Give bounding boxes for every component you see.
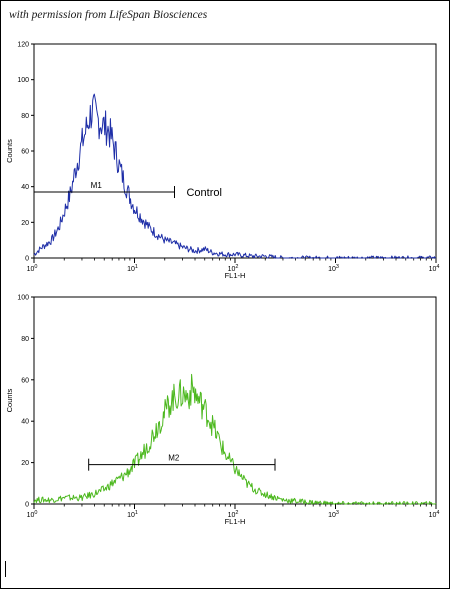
control-y-tick-label: 120 (17, 42, 29, 49)
sample-marker-label: M2 (168, 454, 180, 463)
control-marker-label: M1 (91, 181, 103, 190)
sample-x-tick-label: 100 (27, 510, 38, 519)
sample-x-tick-label: 104 (429, 510, 440, 519)
sample-x-tick-label: 101 (127, 510, 138, 519)
control-x-tick-base: 10 (328, 266, 336, 273)
control-x-tick-exponent: 2 (235, 264, 238, 270)
sample-x-tick-base: 10 (127, 512, 135, 519)
control-x-tick-exponent: 4 (436, 264, 439, 270)
control-histogram-line (33, 93, 436, 259)
control-y-tick-label: 40 (21, 184, 29, 191)
sample-x-tick-label: 103 (328, 510, 339, 519)
control-x-tick-base: 10 (127, 266, 135, 273)
sample-x-tick-exponent: 3 (336, 510, 339, 516)
sample-y-axis-label: Counts (5, 388, 14, 412)
control-x-tick-base: 10 (429, 266, 437, 273)
control-y-tick-label: 100 (17, 77, 29, 84)
control-plot-frame (33, 43, 437, 259)
sample-y-tick-label: 20 (21, 460, 29, 467)
sample-y-tick-label: 60 (21, 377, 29, 384)
sample-x-tick-base: 10 (328, 512, 336, 519)
control-x-tick-base: 10 (228, 266, 236, 273)
sample-x-tick-base: 10 (429, 512, 437, 519)
sample-x-tick-exponent: 0 (34, 510, 37, 516)
sample-x-tick-exponent: 2 (235, 510, 238, 516)
sample-y-tick-label: 0 (25, 502, 29, 509)
sample-x-tick-exponent: 4 (436, 510, 439, 516)
control-x-tick-label: 100 (27, 264, 38, 273)
control-x-tick-label: 104 (429, 264, 440, 273)
sample-x-tick-base: 10 (27, 512, 35, 519)
sample-x-tick-exponent: 1 (135, 510, 138, 516)
control-y-tick-label: 60 (21, 149, 29, 156)
permission-credit: with permission from LifeSpan Bioscience… (9, 9, 208, 21)
control-annotation: Control (186, 187, 221, 199)
control-x-tick-label: 101 (127, 264, 138, 273)
control-x-tick-exponent: 0 (34, 264, 37, 270)
control-x-tick-label: 103 (328, 264, 339, 273)
sample-x-axis-label: FL1-H (225, 517, 246, 526)
control-y-tick-label: 80 (21, 113, 29, 120)
sample-x-tick-label: 102 (228, 510, 239, 519)
sample-y-tick-label: 40 (21, 419, 29, 426)
sample-y-tick-label: 100 (17, 295, 29, 302)
sample-y-tick-label: 80 (21, 336, 29, 343)
sample-x-tick-base: 10 (228, 512, 236, 519)
control-x-tick-label: 102 (228, 264, 239, 273)
control-y-tick-label: 0 (25, 256, 29, 263)
control-x-axis-label: FL1-H (225, 271, 246, 280)
control-x-tick-base: 10 (27, 266, 35, 273)
control-x-tick-exponent: 3 (336, 264, 339, 270)
edge-mark (5, 561, 6, 577)
control-y-tick-label: 20 (21, 220, 29, 227)
sample-histogram-line (33, 373, 437, 505)
control-x-tick-exponent: 1 (135, 264, 138, 270)
control-y-axis-label: Counts (5, 139, 14, 163)
